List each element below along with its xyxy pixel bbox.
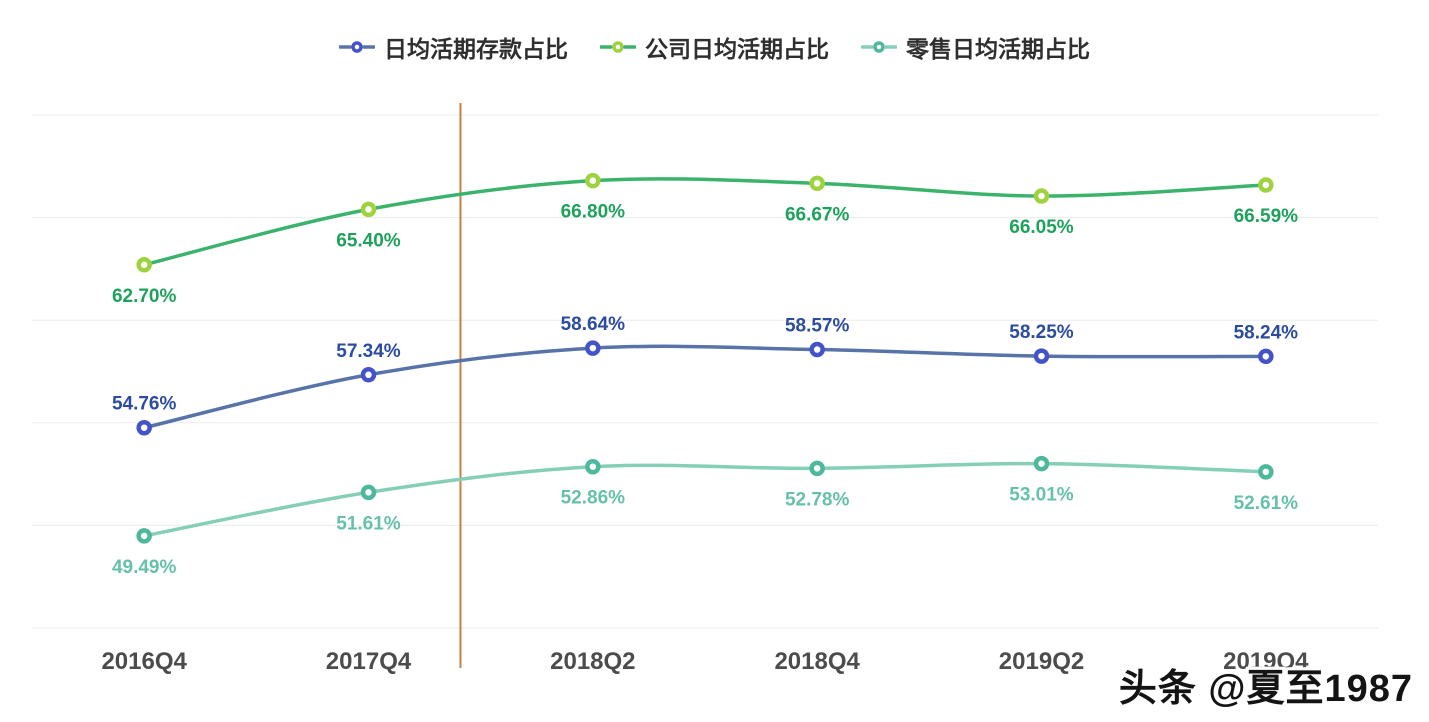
data-point[interactable] <box>360 201 377 218</box>
legend-marker-icon <box>339 41 375 53</box>
legend: 日均活期存款占比 公司日均活期占比 零售日均活期占比 <box>0 30 1429 64</box>
data-point[interactable] <box>1258 464 1274 480</box>
x-axis-label: 2018Q2 <box>550 648 635 675</box>
x-axis-label: 2017Q4 <box>326 648 412 675</box>
legend-marker-icon <box>861 41 897 53</box>
legend-marker-icon <box>600 41 636 53</box>
data-point[interactable] <box>1258 348 1274 365</box>
data-label: 49.49% <box>112 557 177 578</box>
data-label: 51.61% <box>336 513 401 534</box>
data-point[interactable] <box>136 528 152 544</box>
legend-item-1[interactable]: 公司日均活期占比 <box>600 30 829 64</box>
data-point[interactable] <box>1258 177 1274 193</box>
data-label: 66.80% <box>561 202 626 223</box>
series-line-0 <box>142 344 1268 430</box>
data-label: 66.05% <box>1009 217 1074 238</box>
data-label: 54.76% <box>112 394 177 415</box>
x-axis-label: 2019Q2 <box>999 648 1084 675</box>
data-point[interactable] <box>1033 455 1050 472</box>
legend-item-2[interactable]: 零售日均活期占比 <box>861 30 1090 64</box>
data-point[interactable] <box>360 367 377 383</box>
data-point[interactable] <box>585 340 601 356</box>
data-point[interactable] <box>136 419 152 436</box>
data-label: 52.86% <box>561 488 626 509</box>
legend-item-0[interactable]: 日均活期存款占比 <box>339 30 568 64</box>
data-point[interactable] <box>585 458 601 475</box>
series-line-1 <box>142 177 1268 267</box>
data-label: 58.25% <box>1009 322 1074 343</box>
data-label: 58.64% <box>561 314 626 335</box>
watermark: 头条 @夏至1987 <box>1118 668 1413 710</box>
x-axis-label: 2016Q4 <box>101 648 187 675</box>
data-point[interactable] <box>809 460 825 477</box>
data-point[interactable] <box>809 341 825 358</box>
x-axis-label: 2019Q4 <box>1223 648 1309 675</box>
series-line-2 <box>142 461 1268 538</box>
data-label: 57.34% <box>336 341 401 362</box>
data-point[interactable] <box>1033 348 1050 364</box>
data-label: 52.78% <box>785 489 850 510</box>
data-point[interactable] <box>360 484 377 501</box>
legend-item-label: 公司日均活期占比 <box>645 36 829 62</box>
x-axis-label: 2018Q4 <box>774 648 860 675</box>
data-label: 66.67% <box>785 204 850 225</box>
data-label: 58.24% <box>1234 322 1299 343</box>
data-point[interactable] <box>809 175 825 192</box>
data-point[interactable] <box>1033 188 1050 204</box>
legend-item-label: 日均活期存款占比 <box>384 36 568 62</box>
data-label: 65.40% <box>336 230 401 251</box>
data-label: 58.57% <box>785 316 850 337</box>
data-label: 53.01% <box>1009 485 1074 506</box>
data-point[interactable] <box>585 172 601 189</box>
legend-item-label: 零售日均活期占比 <box>906 36 1090 62</box>
data-label: 52.61% <box>1234 493 1299 514</box>
data-label: 66.59% <box>1234 206 1299 227</box>
data-label: 62.70% <box>112 286 177 307</box>
data-point[interactable] <box>136 257 152 273</box>
